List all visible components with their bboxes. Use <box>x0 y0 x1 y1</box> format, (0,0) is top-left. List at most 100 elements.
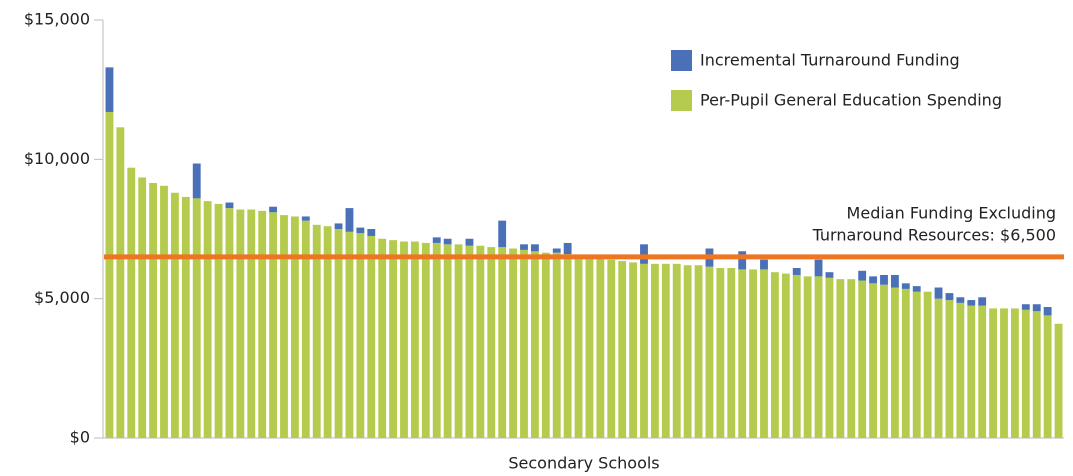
bar-segment <box>1021 309 1030 438</box>
bar-segment <box>1000 308 1008 438</box>
annotation: Turnaround Resources: $6,500 <box>812 225 1056 244</box>
bar-segment <box>389 240 398 438</box>
bar-segment <box>869 283 878 438</box>
bar-segment <box>978 305 987 438</box>
bar-segment <box>629 262 638 438</box>
bar-segment <box>541 252 550 438</box>
bar-segment <box>498 220 507 248</box>
bar-segment <box>978 297 987 306</box>
bar-segment <box>672 263 681 438</box>
bar-segment <box>1021 304 1030 310</box>
bar-segment <box>280 215 288 438</box>
bar-segment <box>661 263 670 438</box>
bar-segment <box>880 274 888 285</box>
bar-segment <box>705 266 714 438</box>
bar-segment <box>432 242 441 438</box>
bar-segment <box>869 276 878 284</box>
bar-segment <box>269 206 278 213</box>
bar-segment <box>290 216 299 438</box>
bar-segment <box>312 224 321 438</box>
bar-segment <box>683 265 692 438</box>
bar-segment <box>803 276 812 438</box>
bar-segment <box>912 291 921 438</box>
bar-segment <box>847 279 856 438</box>
bar-segment <box>956 302 965 438</box>
bar-segment <box>912 286 921 292</box>
bar-segment <box>901 283 910 289</box>
bar-segment <box>934 298 943 438</box>
bar-segment <box>105 111 114 439</box>
bar-segment <box>356 227 365 234</box>
bar-segment <box>858 280 867 438</box>
bar-segment <box>443 238 452 245</box>
bar-segment <box>640 244 648 264</box>
bar-segment <box>465 238 474 246</box>
bar-segment <box>934 287 943 299</box>
bar-segment <box>203 201 212 438</box>
bar-segment <box>738 251 747 270</box>
bar-segment <box>607 259 616 438</box>
bar-segment <box>454 244 463 438</box>
bar-segment <box>760 259 768 270</box>
bar-segment <box>160 185 168 438</box>
bar-segment <box>945 293 954 301</box>
bar-segment <box>694 265 703 438</box>
legend-swatch <box>671 90 692 111</box>
bar-segment <box>400 241 408 438</box>
bar-segment <box>498 247 507 438</box>
bar-segment <box>225 202 234 209</box>
bar-segment <box>1010 308 1019 438</box>
bar-segment <box>890 287 899 438</box>
bar-segment <box>301 220 310 438</box>
bar-segment <box>858 270 867 281</box>
bar-segment <box>792 274 801 438</box>
bar-segment <box>149 183 158 438</box>
bar-segment <box>552 248 561 253</box>
bar-segment <box>345 231 354 438</box>
bar-segment <box>585 256 594 438</box>
bar-segment <box>509 248 518 438</box>
bar-segment <box>378 238 387 438</box>
bar-segment <box>825 277 834 438</box>
bar-segment <box>258 210 267 438</box>
bar-segment <box>105 67 114 112</box>
bar-segment <box>138 177 147 439</box>
bar-segment <box>1032 304 1041 312</box>
bar-segment <box>760 269 768 438</box>
bar-segment <box>618 261 627 438</box>
bar-segment <box>225 208 234 438</box>
bar-segment <box>825 272 834 278</box>
bar-segment <box>356 233 365 438</box>
bar-segment <box>465 245 474 438</box>
bar-segment <box>727 268 736 438</box>
bar-segment <box>989 308 998 438</box>
bar-segment <box>236 209 245 438</box>
bar-segment <box>563 254 572 438</box>
y-tick-label: $10,000 <box>24 149 90 168</box>
bar-segment <box>814 259 823 277</box>
bar-segment <box>814 276 823 438</box>
bar-segment <box>269 212 278 438</box>
bar-segment <box>967 300 976 306</box>
y-tick-label: $0 <box>70 428 90 447</box>
bar-segment <box>334 223 343 229</box>
bar-segment <box>749 269 758 438</box>
bar-segment <box>967 305 976 438</box>
bar-segment <box>530 244 539 252</box>
bar-segment <box>650 263 659 438</box>
bar-segment <box>563 242 572 255</box>
bar-segment <box>1043 315 1052 438</box>
bar-segment <box>323 226 332 438</box>
bar-segment <box>520 244 528 250</box>
legend-label: Per-Pupil General Education Spending <box>700 91 1002 110</box>
bar-segment <box>520 249 528 438</box>
bar-segment <box>738 269 747 438</box>
bar-segment <box>116 127 125 438</box>
bar-segment <box>890 274 899 288</box>
bar-segment <box>367 235 376 438</box>
bar-segment <box>192 198 201 438</box>
bar-segment <box>367 229 376 236</box>
bar-segment <box>880 284 888 438</box>
bar-segment <box>1054 323 1063 438</box>
x-axis-label: Secondary Schools <box>508 454 659 473</box>
